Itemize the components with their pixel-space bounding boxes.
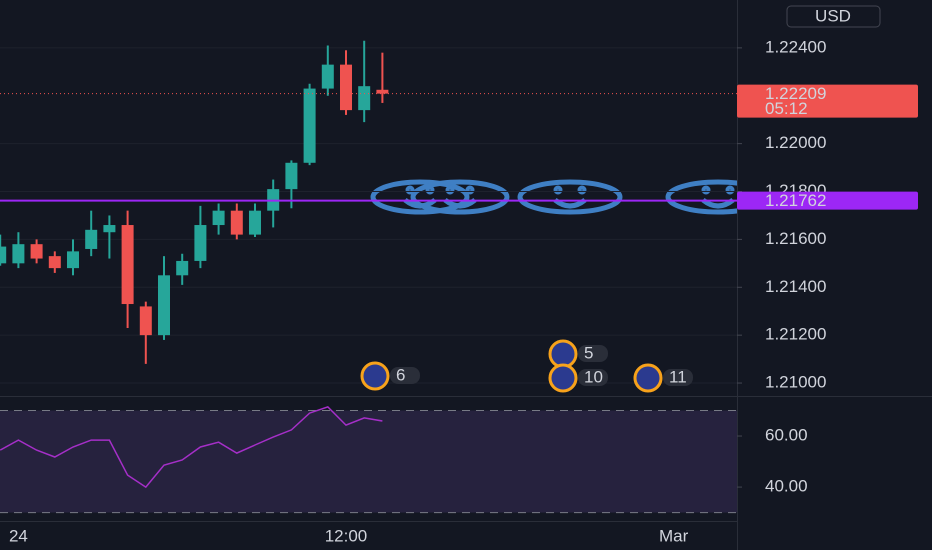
candle-body xyxy=(121,225,134,305)
event-count: 11 xyxy=(669,367,687,386)
currency-box[interactable] xyxy=(786,5,881,28)
candle-body xyxy=(30,244,43,259)
candle-body xyxy=(249,210,261,235)
price-label-box xyxy=(737,191,918,210)
candle-body xyxy=(103,225,116,233)
event-count: 10 xyxy=(584,367,603,386)
drawings xyxy=(370,179,737,215)
y-tick-label: 1.22000 xyxy=(765,133,826,152)
event-count: 6 xyxy=(396,365,405,384)
plot-area: 6 5 10 11 xyxy=(0,40,737,514)
x-tick-label: 12:00 xyxy=(325,526,368,545)
y-tick-label: 1.21200 xyxy=(765,325,826,344)
rsi-line xyxy=(0,406,383,489)
candle-body xyxy=(194,225,207,261)
candle-body xyxy=(230,210,243,235)
candle-body xyxy=(85,229,98,249)
countdown-label: 05:12 xyxy=(765,99,808,118)
candle-body xyxy=(48,256,61,269)
y-tick-label: 60.00 xyxy=(765,426,808,445)
y-tick-label: 1.21400 xyxy=(765,277,826,296)
candle-body xyxy=(139,306,152,336)
candle-body xyxy=(358,86,371,111)
event-count-box xyxy=(390,367,420,384)
event-count-box xyxy=(663,369,693,386)
candle-body xyxy=(12,244,25,264)
candle-body xyxy=(176,260,189,276)
event-flag[interactable] xyxy=(633,363,663,393)
rsi-band xyxy=(0,410,737,513)
candle-body xyxy=(340,64,352,111)
event-flag[interactable] xyxy=(548,363,578,393)
candle-body xyxy=(285,162,298,190)
event-flag[interactable] xyxy=(548,339,578,369)
event-flag[interactable] xyxy=(360,361,390,391)
y-tick-label: 1.22400 xyxy=(765,37,826,56)
candle-body xyxy=(376,89,389,94)
last-price-label: 1.22209 xyxy=(765,84,826,103)
event-count-box xyxy=(578,345,608,362)
event-count-box xyxy=(578,369,608,386)
currency-label[interactable]: USD xyxy=(815,6,851,25)
candle-body xyxy=(0,246,7,264)
event-count: 5 xyxy=(584,343,593,362)
candle-body xyxy=(303,88,316,163)
smiley[interactable] xyxy=(517,179,623,215)
y-tick-label: 40.00 xyxy=(765,477,808,496)
y-tick-label: 1.21600 xyxy=(765,229,826,248)
last-price-box xyxy=(737,84,918,118)
candle-body xyxy=(321,64,334,89)
candle-body xyxy=(212,210,225,226)
y-tick-label: 1.21000 xyxy=(765,373,826,392)
x-tick-label: Mar xyxy=(659,526,689,545)
horizontal-line-label: 1.21762 xyxy=(765,191,826,210)
candle-body xyxy=(158,275,170,336)
candle-body xyxy=(67,251,79,269)
x-tick-label: 24 xyxy=(9,526,28,545)
